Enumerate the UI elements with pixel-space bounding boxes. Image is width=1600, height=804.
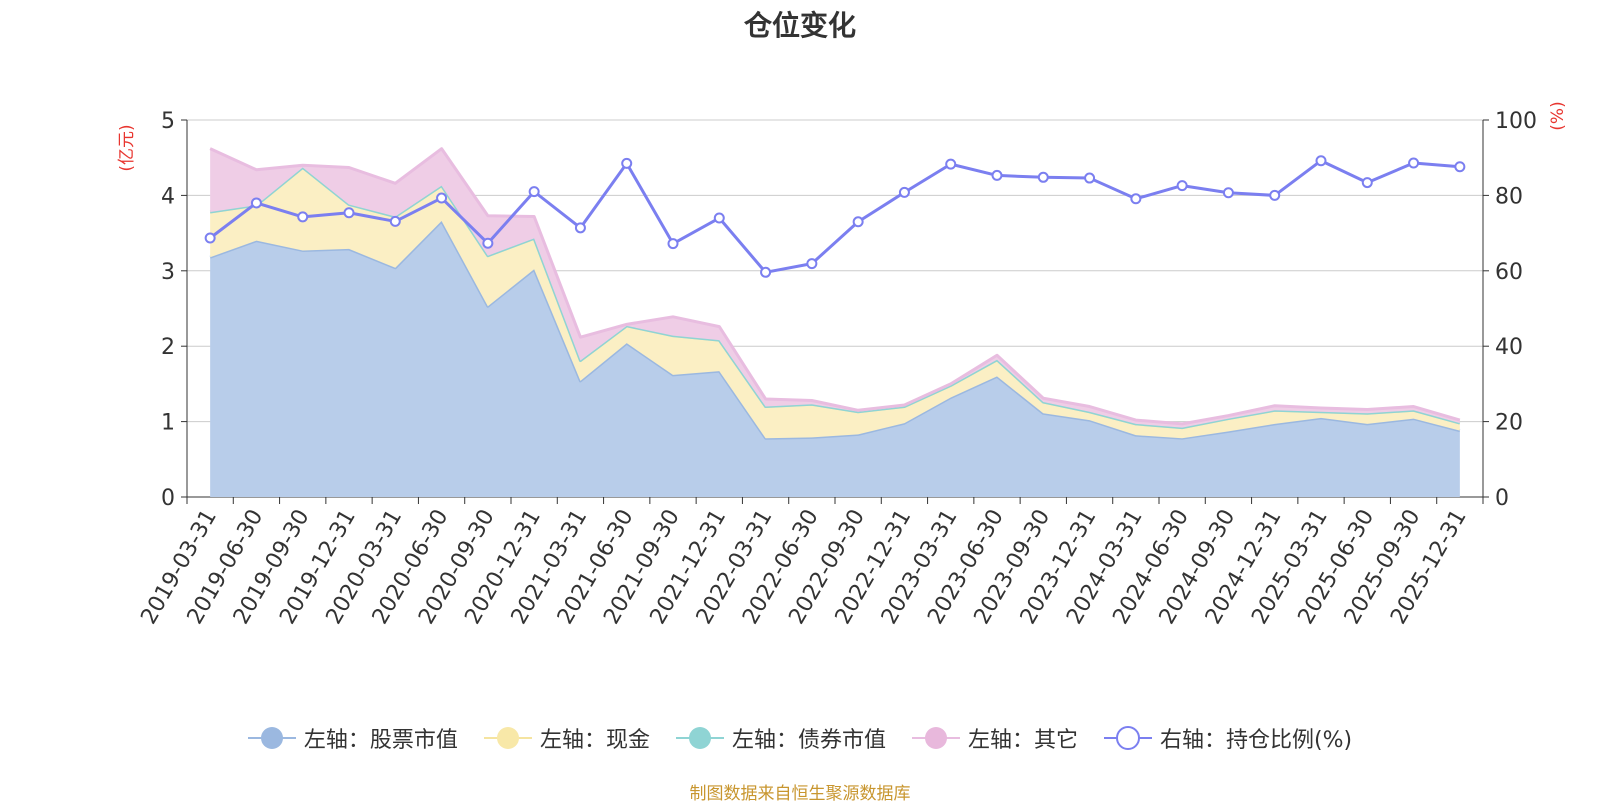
ratio-point <box>1269 189 1281 201</box>
data-source-note: 制图数据来自恒生聚源数据库 <box>689 784 911 804</box>
ratio-point <box>482 237 494 249</box>
ratio-point <box>250 197 262 209</box>
y-right-unit: (%) <box>1548 101 1568 130</box>
y-right-tick-label: 0 <box>1495 486 1509 511</box>
ratio-point <box>852 216 864 228</box>
ratio-point <box>1408 157 1420 169</box>
y-right-tick-label: 40 <box>1495 335 1523 360</box>
area-series-3 <box>210 148 1460 428</box>
ratio-point <box>945 158 957 170</box>
legend-label-cash: 左轴：现金 <box>539 728 650 753</box>
ratio-point <box>1222 187 1234 199</box>
ratio-point <box>898 186 910 198</box>
y-left-unit: (亿元) <box>117 124 137 171</box>
legend-symbol-ratio <box>1103 726 1152 750</box>
ratio-point <box>343 207 355 219</box>
y-right-tick-label: 80 <box>1495 184 1523 209</box>
ratio-point <box>1361 177 1373 189</box>
legend-item-ratio[interactable]: 右轴：持仓比例(%) <box>1103 722 1353 754</box>
ratio-point <box>1037 171 1049 183</box>
legend-item-stock[interactable]: 左轴：股票市值 <box>247 722 458 754</box>
y-left-tick-label: 0 <box>161 486 175 511</box>
y-left-tick-label: 5 <box>161 109 175 134</box>
ratio-point <box>436 192 448 204</box>
legend-symbol-other <box>911 727 960 749</box>
y-left-tick-label: 4 <box>161 184 175 209</box>
ratio-point <box>389 215 401 227</box>
area-series-0 <box>210 221 1460 497</box>
legend-item-other[interactable]: 左轴：其它 <box>911 722 1078 754</box>
ratio-point <box>1084 172 1096 184</box>
ratio-point <box>713 212 725 224</box>
ratio-point <box>1176 180 1188 192</box>
legend-item-bond[interactable]: 左轴：债券市值 <box>675 722 886 754</box>
y-right-tick-label: 100 <box>1495 109 1537 134</box>
ratio-point <box>667 238 679 250</box>
ratio-point <box>806 258 818 270</box>
legend-symbol-stock <box>247 727 296 749</box>
ratio-point <box>1315 155 1327 167</box>
area-line-series-3 <box>209 147 1461 426</box>
legend-label-stock: 左轴：股票市值 <box>303 728 458 753</box>
y-left-tick-label: 1 <box>161 411 175 436</box>
legend: 左轴：股票市值 左轴：现金 左轴：债券市值 左轴：其它 右轴：持仓比例(%) <box>0 722 1600 754</box>
legend-symbol-bond <box>675 727 724 749</box>
ratio-point <box>574 222 586 234</box>
ratio-point <box>204 232 216 244</box>
ratio-point <box>621 157 633 169</box>
ratio-point <box>297 211 309 223</box>
chart-title: 仓位变化 <box>743 9 856 42</box>
y-left-tick-label: 3 <box>161 260 175 285</box>
ratio-point <box>760 266 772 278</box>
ratio-point <box>1130 193 1142 205</box>
legend-symbol-cash <box>483 727 532 749</box>
y-right-tick-label: 20 <box>1495 411 1523 436</box>
legend-label-other: 左轴：其它 <box>967 728 1078 753</box>
legend-label-bond: 左轴：债券市值 <box>731 728 886 753</box>
y-left-tick-label: 2 <box>161 335 175 360</box>
legend-label-ratio: 右轴：持仓比例(%) <box>1159 728 1353 753</box>
legend-item-cash[interactable]: 左轴：现金 <box>483 722 650 754</box>
ratio-point <box>991 169 1003 181</box>
ratio-line <box>209 159 1460 274</box>
ratio-point <box>1454 161 1466 173</box>
y-right-tick-label: 60 <box>1495 260 1523 285</box>
ratio-point <box>528 186 540 198</box>
